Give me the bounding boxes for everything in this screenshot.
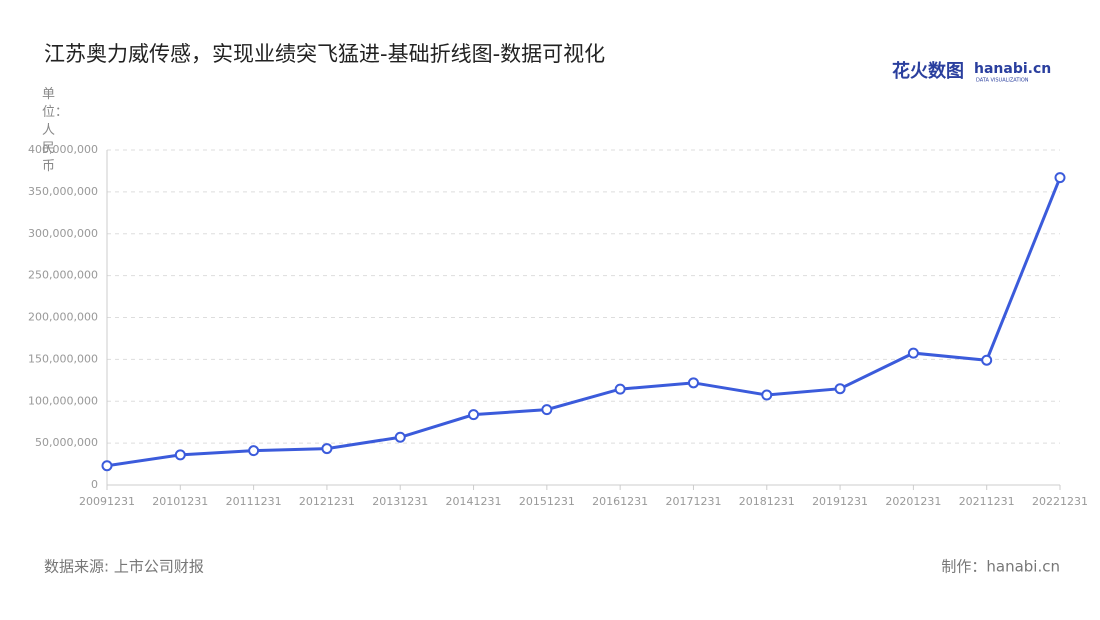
x-tick-label: 20191231: [812, 495, 868, 508]
point: [907, 347, 919, 359]
logo-site: hanabi.cn: [974, 61, 1051, 77]
point: [174, 449, 186, 461]
x-tick-label: 20111231: [226, 495, 282, 508]
point: [834, 383, 846, 395]
point: [321, 443, 333, 455]
y-tick-label: 150,000,000: [28, 352, 98, 365]
y-tick-label: 250,000,000: [28, 269, 98, 282]
point: [687, 377, 699, 389]
point: [394, 431, 406, 443]
y-tick-label: 100,000,000: [28, 394, 98, 407]
point: [248, 445, 260, 457]
x-tick-label: 20101231: [152, 495, 208, 508]
y-tick-label: 300,000,000: [28, 227, 98, 240]
x-tick-label: 20221231: [1032, 495, 1088, 508]
x-tick-label: 20211231: [959, 495, 1015, 508]
series-line: [106, 177, 1062, 468]
logo-brand: 花火数图: [892, 60, 964, 82]
x-tick-label: 20141231: [446, 495, 502, 508]
point: [101, 460, 113, 472]
y-tick-label: 200,000,000: [28, 311, 98, 324]
point: [468, 409, 480, 421]
point: [761, 389, 773, 401]
source: 数据来源: 上市公司财报: [44, 558, 204, 576]
x-tick-label: 20121231: [299, 495, 355, 508]
credit: 制作：hanabi.cn: [941, 558, 1060, 576]
point: [981, 354, 993, 366]
chart-title: 江苏奥力威传感，实现业绩突飞猛进-基础折线图-数据可视化: [44, 42, 605, 66]
point: [541, 404, 553, 416]
x-tick-label: 20201231: [885, 495, 941, 508]
x-tick-label: 20091231: [79, 495, 135, 508]
y-tick-label: 0: [91, 478, 98, 491]
x-tick-label: 20131231: [372, 495, 428, 508]
x-tick-label: 20171231: [665, 495, 721, 508]
y-tick-label: 350,000,000: [28, 185, 98, 198]
point: [1054, 172, 1066, 184]
x-tick-label: 20161231: [592, 495, 648, 508]
y-tick-label: 50,000,000: [35, 436, 98, 449]
y-axis-label: 单位：人民币: [42, 87, 69, 174]
y-tick-label: 400,000,000: [28, 143, 98, 156]
point: [614, 383, 626, 395]
x-tick-label: 20151231: [519, 495, 575, 508]
x-tick-label: 20181231: [739, 495, 795, 508]
logo-tagline: DATA VISUALIZATION: [976, 78, 1029, 84]
